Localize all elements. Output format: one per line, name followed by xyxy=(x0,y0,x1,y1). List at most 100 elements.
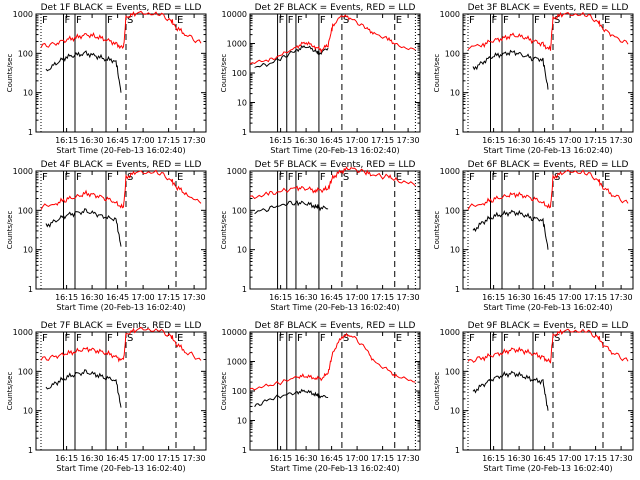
x-axis-label: Start Time (20-Feb-13 16:02:40) xyxy=(270,303,399,312)
x-tick-label: 17:30 xyxy=(397,454,420,463)
x-tick-label: 17:00 xyxy=(346,136,369,145)
x-tick-label: 16:45 xyxy=(533,136,556,145)
x-tick-label: 17:30 xyxy=(397,136,420,145)
panel-det-5: Det 5F BLACK = Events, RED = LLD 1 10 100 10… xyxy=(220,160,421,312)
y-tick-label: 1 xyxy=(28,446,33,455)
panel-det-7: Det 7F BLACK = Events, RED = LLD 1 10 100 10… xyxy=(6,321,207,473)
y-tick-label: 1000 xyxy=(440,10,460,19)
series-lld xyxy=(40,10,202,50)
x-tick-label: 16:30 xyxy=(295,454,318,463)
series-lld xyxy=(249,332,416,391)
marker-label: F xyxy=(534,15,540,26)
plot-frame xyxy=(35,170,207,290)
y-tick-label: 1000 xyxy=(13,10,33,19)
y-tick-label: 1000 xyxy=(227,40,247,49)
marker-label: F xyxy=(320,172,326,183)
x-tick-label: 17:15 xyxy=(584,136,607,145)
marker-label: F xyxy=(503,172,509,183)
marker-label: F xyxy=(279,333,285,344)
marker-label: S xyxy=(127,15,133,26)
marker-label: E xyxy=(396,172,402,183)
marker-label: F xyxy=(279,15,285,26)
y-tick-label: 1 xyxy=(455,128,460,137)
series-lld xyxy=(467,169,629,211)
plot-frame xyxy=(462,331,634,451)
marker-label: E xyxy=(604,333,610,344)
marker-label: F xyxy=(297,333,303,344)
x-axis-label: Start Time (20-Feb-13 16:02:40) xyxy=(270,146,399,155)
panel-title: Det 9F BLACK = Events, RED = LLD xyxy=(468,321,629,331)
x-tick-label: 17:30 xyxy=(183,454,206,463)
marker-label: F xyxy=(320,15,326,26)
series-lld xyxy=(249,166,416,200)
x-tick-label: 17:00 xyxy=(559,136,582,145)
series-events xyxy=(45,50,122,93)
series-events xyxy=(472,49,549,90)
x-tick-label: 16:45 xyxy=(533,454,556,463)
y-tick-label: 10000 xyxy=(222,10,247,19)
y-tick-label: 1000 xyxy=(13,167,33,176)
x-tick-label: 16:15 xyxy=(55,136,78,145)
x-tick-label: 16:30 xyxy=(508,136,531,145)
series-events xyxy=(472,209,549,250)
x-tick-label: 17:30 xyxy=(183,293,206,302)
y-tick-label: 10 xyxy=(450,246,460,255)
series-events xyxy=(45,369,122,408)
marker-label: F xyxy=(65,15,71,26)
marker-label: F xyxy=(320,333,326,344)
y-tick-label: 10 xyxy=(23,246,33,255)
panel-det-1: Det 1F BLACK = Events, RED = LLD 1 10 100 10… xyxy=(6,3,207,155)
series-events xyxy=(254,45,329,68)
panel-det-8: Det 8F BLACK = Events, RED = LLD 1 10 100 10… xyxy=(220,321,421,473)
panel-title: Det 8F BLACK = Events, RED = LLD xyxy=(255,321,416,331)
plot-frame xyxy=(35,331,207,451)
marker-label: F xyxy=(469,172,475,183)
panel-title: Det 6F BLACK = Events, RED = LLD xyxy=(468,160,629,170)
marker-label: F xyxy=(65,333,71,344)
marker-label: F xyxy=(288,15,294,26)
x-tick-label: 17:00 xyxy=(346,454,369,463)
x-tick-label: 16:15 xyxy=(55,293,78,302)
y-tick-label: 100 xyxy=(18,49,33,58)
marker-label: F xyxy=(469,333,475,344)
marker-label: F xyxy=(288,333,294,344)
panel-det-6: Det 6F BLACK = Events, RED = LLD 1 10 100 10… xyxy=(433,160,634,312)
y-tick-label: 1000 xyxy=(440,167,460,176)
x-tick-label: 16:45 xyxy=(106,136,129,145)
y-tick-label: 1 xyxy=(28,285,33,294)
marker-label: F xyxy=(76,15,82,26)
x-axis-label: Start Time (20-Feb-13 16:02:40) xyxy=(56,146,185,155)
marker-label: F xyxy=(42,333,48,344)
marker-label: F xyxy=(107,172,113,183)
x-axis-label: Start Time (20-Feb-13 16:02:40) xyxy=(270,464,399,473)
marker-label: E xyxy=(604,15,610,26)
y-tick-label: 10 xyxy=(450,89,460,98)
panel-title: Det 7F BLACK = Events, RED = LLD xyxy=(41,321,202,331)
y-tick-label: 100 xyxy=(445,49,460,58)
x-tick-label: 16:15 xyxy=(269,454,292,463)
marker-label: F xyxy=(107,15,113,26)
y-tick-label: 1 xyxy=(455,285,460,294)
marker-label: F xyxy=(534,172,540,183)
marker-label: F xyxy=(42,172,48,183)
marker-label: F xyxy=(65,172,71,183)
x-tick-label: 17:00 xyxy=(346,293,369,302)
y-axis-label: Counts/sec xyxy=(6,211,14,250)
marker-label: F xyxy=(76,172,82,183)
y-tick-label: 1000 xyxy=(440,328,460,337)
x-tick-label: 16:30 xyxy=(81,136,104,145)
y-tick-label: 1 xyxy=(242,446,247,455)
y-tick-label: 1 xyxy=(242,128,247,137)
x-axis-label: Start Time (20-Feb-13 16:02:40) xyxy=(56,303,185,312)
y-axis-label: Counts/sec xyxy=(433,372,441,411)
marker-label: F xyxy=(492,15,498,26)
panel-title: Det 3F BLACK = Events, RED = LLD xyxy=(468,3,629,13)
panel-title: Det 4F BLACK = Events, RED = LLD xyxy=(41,160,202,170)
x-tick-label: 17:15 xyxy=(584,293,607,302)
x-tick-label: 16:30 xyxy=(81,454,104,463)
series-lld xyxy=(467,11,629,51)
y-axis-label: Counts/sec xyxy=(6,54,14,93)
x-tick-label: 16:15 xyxy=(55,454,78,463)
x-tick-label: 17:00 xyxy=(132,136,155,145)
y-tick-label: 1 xyxy=(455,446,460,455)
